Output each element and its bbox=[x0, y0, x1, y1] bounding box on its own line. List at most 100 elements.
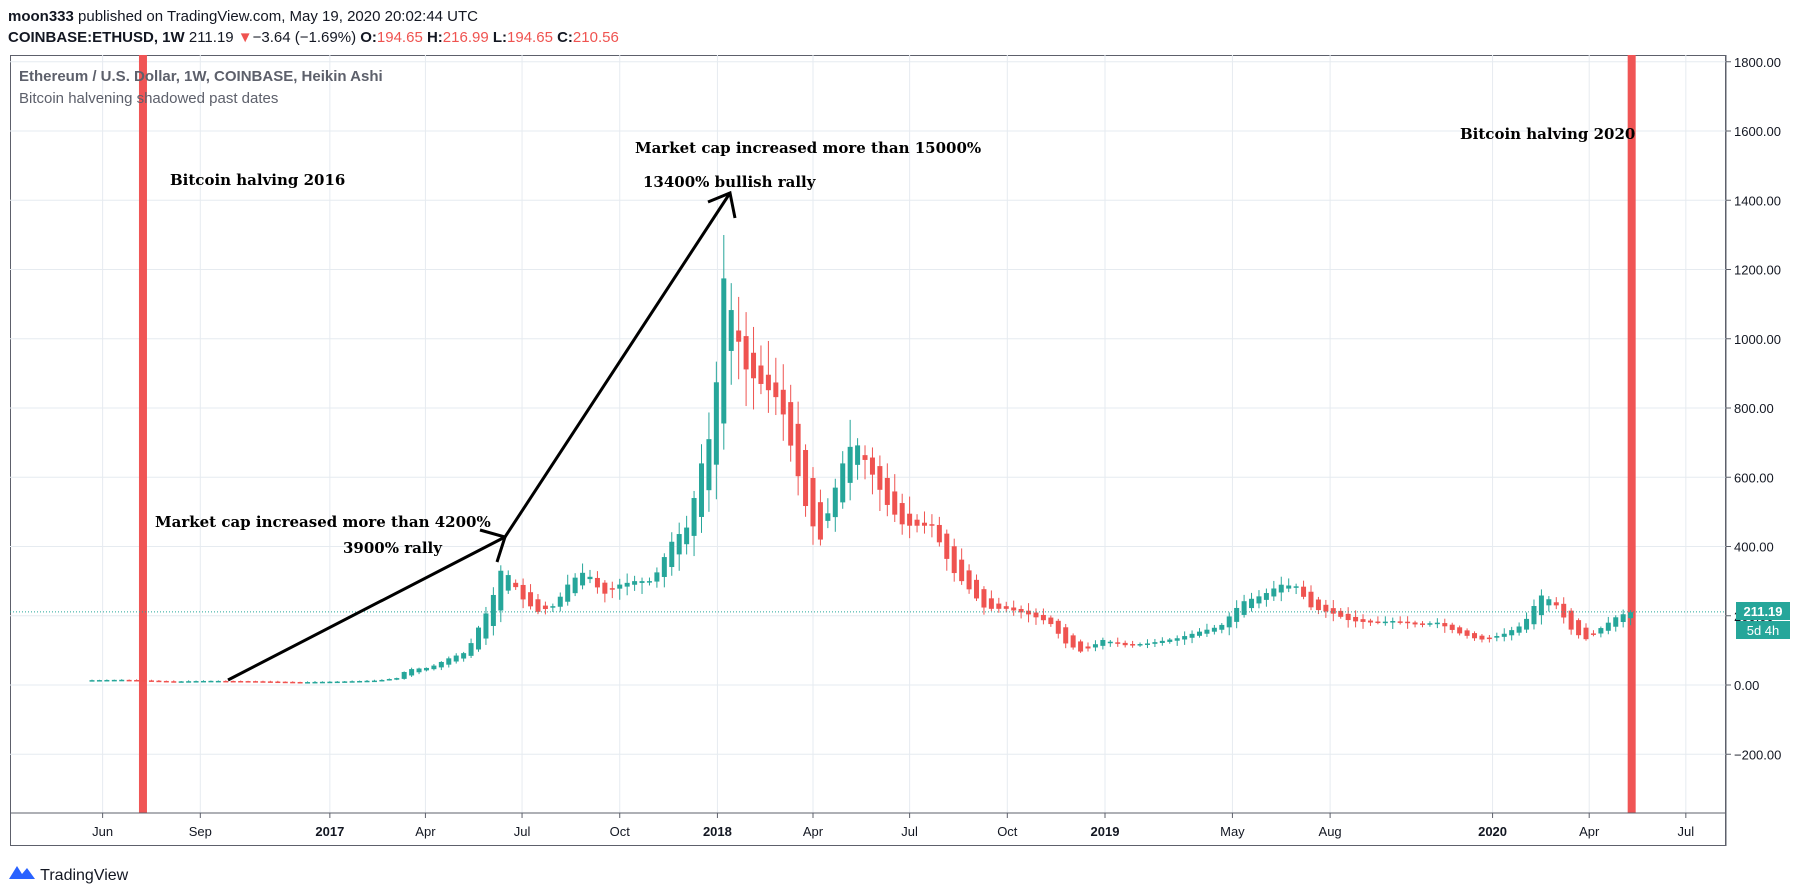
candle-body bbox=[1427, 623, 1433, 625]
chart-header: moon333 published on TradingView.com, Ma… bbox=[8, 6, 619, 48]
time-axis[interactable]: Jun Sep 2017 Apr Jul Oct 2018 Apr Jul Oct 2019 May A… bbox=[10, 812, 1726, 839]
candle-body bbox=[89, 680, 95, 682]
x-tick-label: Oct bbox=[997, 824, 1018, 839]
legend-subtitle: Bitcoin halvening shadowed past dates bbox=[19, 90, 278, 107]
x-tick-label: 2019 bbox=[1091, 824, 1120, 839]
x-tick-label: Aug bbox=[1319, 824, 1342, 839]
candle-body bbox=[780, 389, 786, 415]
candle-body bbox=[453, 655, 459, 662]
annotation-halving-2016: Bitcoin halving 2016 bbox=[170, 171, 345, 189]
y-tick-label: 400.00 bbox=[1734, 540, 1774, 555]
candle-body bbox=[238, 681, 244, 683]
candle-body bbox=[944, 533, 950, 559]
price-tag-box bbox=[1736, 602, 1790, 620]
candle-body bbox=[1278, 584, 1284, 593]
candle-body bbox=[1003, 606, 1009, 609]
candle-body bbox=[1130, 644, 1136, 646]
annotation-mcap-15000: Market cap increased more than 15000% bbox=[635, 139, 981, 157]
countdown-box bbox=[1736, 621, 1790, 639]
candle-body bbox=[966, 570, 972, 590]
ohlc-line: COINBASE:ETHUSD, 1W 211.19 ▼−3.64 (−1.69… bbox=[8, 27, 619, 48]
halving-band bbox=[138, 55, 147, 813]
candle-body bbox=[773, 382, 779, 398]
candle-body bbox=[535, 599, 541, 612]
x-tick-label: Apr bbox=[415, 824, 436, 839]
candle-body bbox=[126, 679, 132, 682]
publisher-name[interactable]: moon333 bbox=[8, 8, 74, 25]
candle-body bbox=[1464, 630, 1470, 636]
candle-body bbox=[877, 466, 883, 490]
candle-body bbox=[253, 681, 259, 683]
candle-body bbox=[1167, 639, 1173, 642]
candle-layer bbox=[89, 235, 1634, 684]
candle-body bbox=[929, 524, 935, 526]
price-tag-value: 211.19 bbox=[1743, 604, 1782, 619]
candle-body bbox=[1390, 621, 1396, 623]
candle-body bbox=[959, 559, 965, 582]
price-axis[interactable]: 1800.00 1600.00 1400.00 1200.00 1000.00 800.0… bbox=[1725, 55, 1781, 846]
candle-body bbox=[758, 365, 764, 384]
candle-body bbox=[319, 681, 325, 684]
candle-body bbox=[1382, 621, 1388, 624]
candle-body bbox=[602, 582, 608, 594]
candle-body bbox=[1434, 622, 1440, 625]
candle-body bbox=[349, 681, 355, 683]
candle-body bbox=[572, 577, 578, 594]
price-change: −3.64 (−1.69%) bbox=[252, 29, 357, 46]
candle-body bbox=[669, 541, 675, 568]
x-tick-label: 2018 bbox=[703, 824, 732, 839]
candle-body bbox=[736, 330, 742, 342]
candle-body bbox=[1479, 635, 1485, 640]
annotation-rally-3900: 3900% rally bbox=[343, 539, 443, 557]
close-label: C: bbox=[557, 29, 573, 46]
candle-body bbox=[1330, 608, 1336, 614]
candle-body bbox=[364, 680, 370, 683]
candle-body bbox=[1345, 613, 1351, 621]
y-tick-label: 1400.00 bbox=[1734, 193, 1781, 208]
candle-body bbox=[1628, 612, 1634, 619]
candle-body bbox=[409, 669, 415, 676]
candle-body bbox=[1063, 627, 1069, 644]
candle-body bbox=[1613, 617, 1619, 627]
candle-body bbox=[1211, 627, 1217, 632]
candle-body bbox=[267, 681, 273, 683]
candle-body bbox=[676, 534, 682, 555]
candle-body bbox=[1144, 643, 1150, 645]
y-tick-label: 0.00 bbox=[1734, 678, 1759, 693]
candle-body bbox=[342, 681, 348, 683]
candle-body bbox=[1509, 630, 1515, 636]
candle-body bbox=[580, 572, 586, 586]
candle-body bbox=[1598, 628, 1604, 634]
x-tick-label: Jul bbox=[901, 824, 918, 839]
candle-body bbox=[542, 605, 548, 610]
candle-body bbox=[691, 498, 697, 536]
candle-body bbox=[1159, 640, 1165, 643]
candle-body bbox=[1226, 616, 1232, 628]
candle-body bbox=[1249, 598, 1255, 609]
x-tick-label: May bbox=[1220, 824, 1245, 839]
candle-body bbox=[446, 658, 452, 665]
candle-body bbox=[617, 584, 623, 589]
candle-body bbox=[981, 589, 987, 608]
high-value: 216.99 bbox=[442, 29, 489, 46]
x-tick-label: Sep bbox=[189, 824, 212, 839]
tradingview-brand[interactable]: TradingView bbox=[8, 862, 128, 885]
y-tick-label: 1000.00 bbox=[1734, 332, 1781, 347]
candle-body bbox=[1546, 599, 1552, 606]
brand-text: TradingView bbox=[40, 867, 129, 884]
candle-body bbox=[275, 681, 281, 684]
candle-body bbox=[907, 513, 913, 526]
candle-body bbox=[936, 524, 942, 543]
x-tick-label: Jul bbox=[1678, 824, 1695, 839]
candle-body bbox=[1620, 614, 1626, 623]
candle-body bbox=[134, 679, 140, 682]
candle-body bbox=[892, 491, 898, 515]
candle-body bbox=[721, 278, 727, 424]
candle-body bbox=[476, 627, 482, 650]
candle-body bbox=[1085, 646, 1091, 649]
candle-body bbox=[1078, 641, 1084, 652]
candle-body bbox=[706, 439, 712, 491]
halving-layer bbox=[138, 55, 1636, 813]
candle-body bbox=[765, 374, 771, 391]
